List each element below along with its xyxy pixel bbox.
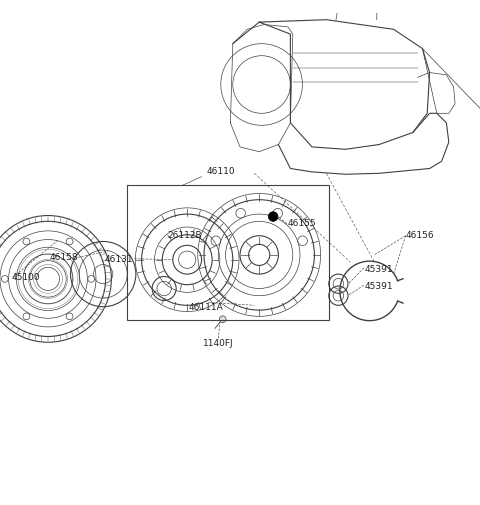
Text: 45391: 45391 — [365, 282, 394, 290]
Text: 45391: 45391 — [365, 265, 394, 274]
Text: 46155: 46155 — [288, 219, 317, 228]
Text: 45100: 45100 — [12, 273, 41, 282]
Text: 46110: 46110 — [206, 167, 235, 176]
Circle shape — [268, 212, 278, 221]
Text: 46158: 46158 — [49, 253, 78, 262]
Text: 46111A: 46111A — [189, 303, 224, 312]
Text: 26112B: 26112B — [167, 231, 202, 240]
Circle shape — [219, 316, 226, 323]
Text: 46131: 46131 — [105, 255, 133, 264]
Text: 1140FJ: 1140FJ — [203, 339, 234, 348]
Text: 46156: 46156 — [406, 231, 434, 240]
Bar — [127, 185, 329, 320]
